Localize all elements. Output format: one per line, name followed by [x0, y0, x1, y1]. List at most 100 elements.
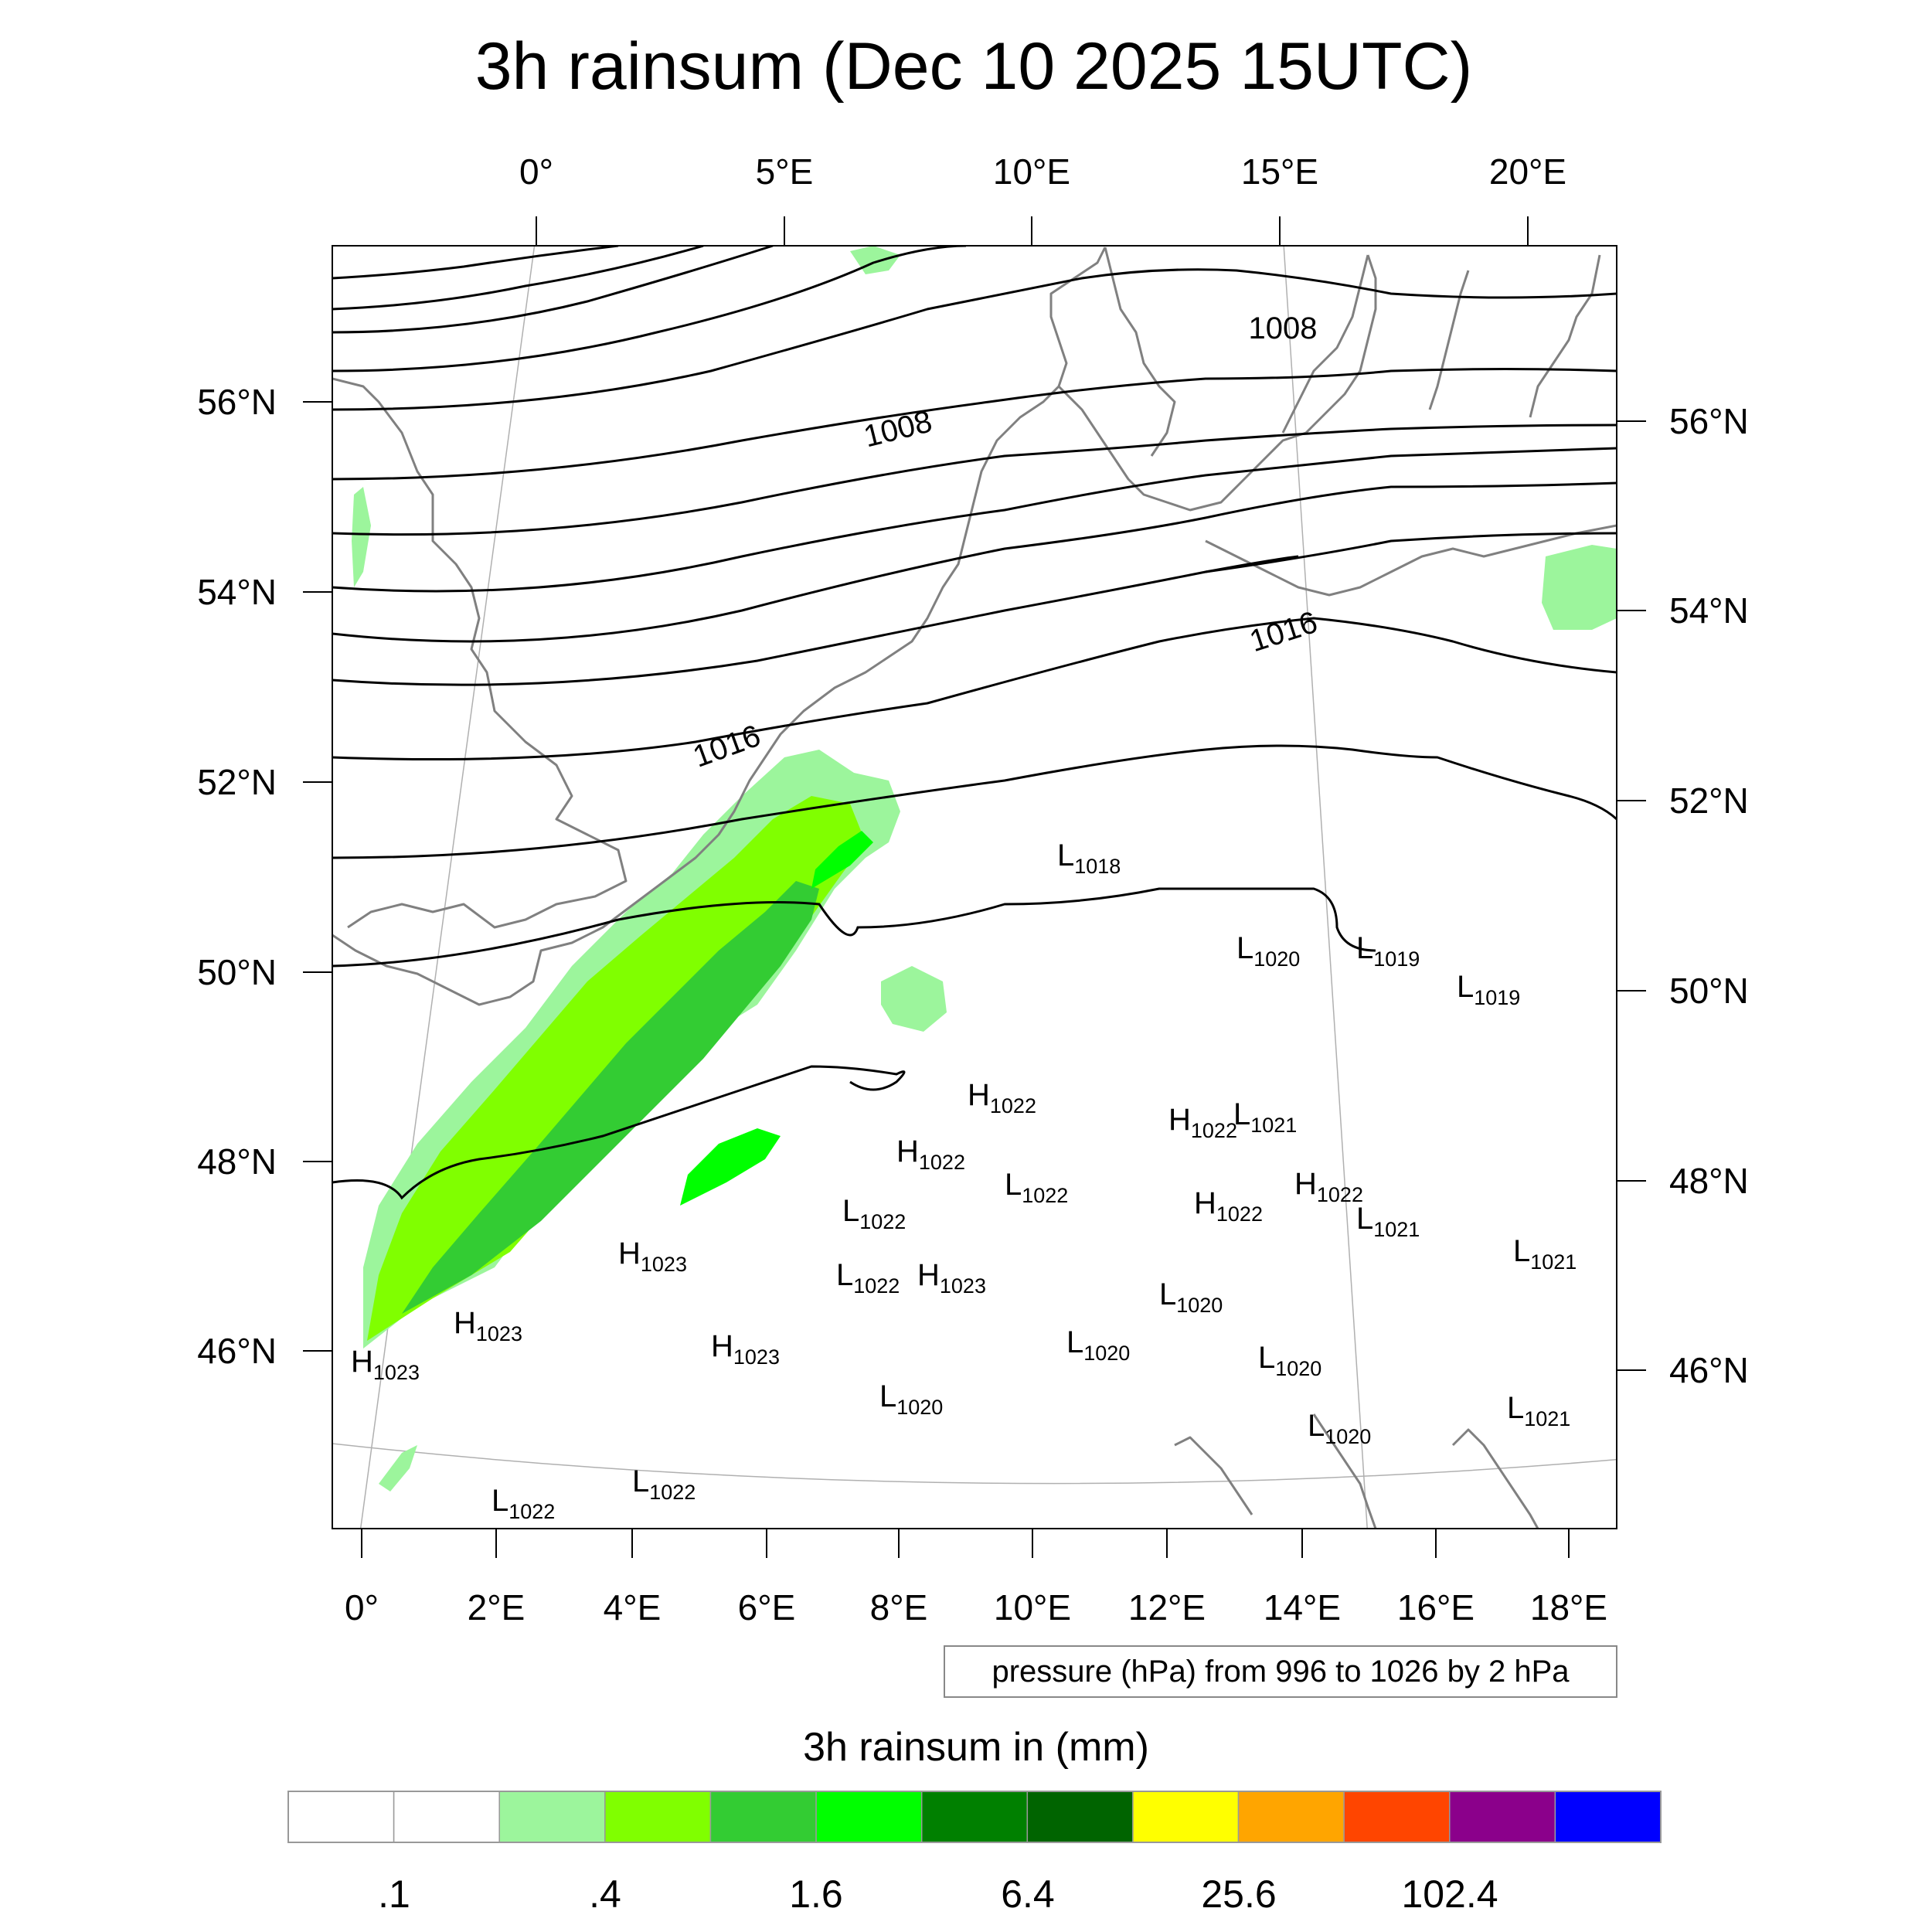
high-pressure-label: H1022	[1294, 1167, 1363, 1206]
high-pressure-label: H1023	[711, 1329, 780, 1369]
high-pressure-label: H1023	[454, 1306, 522, 1345]
pressure-center-value: 1020	[896, 1396, 943, 1419]
lat-tick-label: 48°N	[1669, 1161, 1749, 1201]
map-frame	[332, 245, 1617, 1529]
lon-tick-label: 6°E	[738, 1587, 796, 1628]
pressure-center-type: H	[1168, 1103, 1191, 1137]
colorbar-label: 1.6	[789, 1872, 843, 1916]
low-pressure-label: L1020	[1066, 1325, 1130, 1365]
low-pressure-label: L1021	[1513, 1234, 1577, 1274]
pressure-center-value: 1020	[1083, 1342, 1130, 1365]
top-longitude-labels: 0° 5°E 10°E 15°E 20°E	[519, 151, 1566, 192]
low-pressure-label: L1021	[1356, 1202, 1420, 1241]
pressure-center-type: L	[1507, 1391, 1524, 1425]
pressure-center-type: H	[1294, 1167, 1317, 1201]
low-pressure-label: L1020	[1308, 1409, 1371, 1448]
colorbar-label: .4	[589, 1872, 621, 1916]
low-pressure-label: L1020	[1236, 931, 1300, 971]
pressure-center-value: 1019	[1373, 947, 1420, 971]
lon-tick-label: 4°E	[604, 1587, 662, 1628]
pressure-center-value: 1022	[1216, 1202, 1263, 1226]
pressure-center-value: 1023	[476, 1322, 522, 1345]
lon-tick-label: 0°	[345, 1587, 379, 1628]
low-pressure-label: L1022	[836, 1258, 900, 1298]
contour-info-box: pressure (hPa) from 996 to 1026 by 2 hPa	[944, 1645, 1617, 1698]
high-pressure-label: H1022	[968, 1078, 1036, 1117]
pressure-center-value: 1023	[940, 1274, 986, 1298]
high-pressure-label: H1022	[1194, 1186, 1263, 1226]
pressure-center-type: H	[454, 1306, 476, 1340]
rain-spot-light	[881, 966, 947, 1032]
pressure-center-type: L	[1159, 1277, 1176, 1311]
pressure-center-type: L	[836, 1258, 853, 1292]
axis-ticks	[303, 216, 1646, 1558]
lon-tick-label: 14°E	[1264, 1587, 1341, 1628]
lat-tick-label: 54°N	[197, 572, 277, 612]
pressure-center-value: 1020	[1275, 1357, 1321, 1380]
colorbar-label: 102.4	[1401, 1872, 1498, 1916]
rain-band-medium	[402, 881, 819, 1314]
lat-tick-label: 52°N	[197, 762, 277, 802]
left-latitude-labels: 56°N 54°N 52°N 50°N 48°N 46°N	[197, 382, 277, 1371]
low-pressure-label: L1019	[1457, 970, 1520, 1009]
lon-tick-label: 8°E	[870, 1587, 928, 1628]
pressure-center-type: L	[1005, 1168, 1022, 1202]
pressure-center-type: L	[1066, 1325, 1083, 1359]
rain-fields	[352, 246, 1617, 1492]
low-pressure-label: L1020	[1258, 1341, 1321, 1380]
pressure-center-type: L	[492, 1484, 509, 1518]
pressure-center-value: 1018	[1074, 855, 1121, 878]
pressure-center-value: 1020	[1325, 1425, 1371, 1448]
pressure-center-type: L	[1233, 1097, 1250, 1131]
rain-spot-light	[352, 487, 371, 587]
lat-tick-label: 48°N	[197, 1141, 277, 1182]
lat-tick-label: 46°N	[197, 1331, 277, 1371]
pressure-center-value: 1021	[1250, 1114, 1297, 1137]
colorbar-label: 6.4	[1001, 1872, 1055, 1916]
pressure-center-value: 1022	[1191, 1119, 1237, 1142]
low-pressure-label: L1020	[879, 1379, 943, 1419]
pressure-center-type: L	[1457, 970, 1474, 1004]
colorbar-swatch	[1026, 1791, 1134, 1843]
low-pressure-label: L1022	[842, 1194, 906, 1233]
pressure-center-type: H	[711, 1329, 733, 1363]
rain-band-bright	[680, 831, 873, 1206]
pressure-center-type: L	[1513, 1234, 1530, 1268]
pressure-center-value: 1023	[373, 1361, 420, 1384]
colorbar-swatch	[604, 1791, 712, 1843]
colorbar-swatch	[815, 1791, 923, 1843]
colorbar-swatch	[709, 1791, 817, 1843]
pressure-center-value: 1022	[859, 1210, 906, 1233]
lon-tick-label: 5°E	[756, 151, 814, 192]
lon-tick-label: 15°E	[1241, 151, 1318, 192]
colorbar-swatch	[1237, 1791, 1345, 1843]
colorbar-label: .1	[378, 1872, 410, 1916]
pressure-center-type: H	[968, 1078, 990, 1112]
high-pressure-label: H1023	[618, 1236, 687, 1276]
pressure-center-type: L	[1236, 931, 1253, 965]
high-pressure-label: H1022	[896, 1134, 965, 1174]
isobar-labels: 1008 1008 1016 1016	[689, 311, 1321, 774]
pressure-center-value: 1021	[1373, 1218, 1420, 1241]
lat-tick-label: 50°N	[197, 952, 277, 992]
high-pressure-label: H1022	[1168, 1103, 1237, 1142]
pressure-center-type: L	[842, 1194, 859, 1228]
low-pressure-label: L1018	[1057, 838, 1121, 878]
colorbar-swatch	[1343, 1791, 1451, 1843]
pressure-center-type: H	[351, 1345, 373, 1379]
lat-tick-label: 56°N	[1669, 401, 1749, 441]
pressure-center-type: H	[917, 1258, 940, 1292]
low-pressure-label: L1019	[1356, 931, 1420, 971]
isobar-label: 1016	[689, 719, 765, 774]
colorbar-swatches	[287, 1791, 1662, 1843]
pressure-center-type: L	[1308, 1409, 1325, 1443]
pressure-center-value: 1023	[733, 1345, 780, 1369]
rain-spot-light	[1542, 545, 1617, 630]
lon-tick-label: 20°E	[1489, 151, 1566, 192]
lat-tick-label: 52°N	[1669, 781, 1749, 821]
lon-tick-label: 2°E	[468, 1587, 526, 1628]
pressure-center-value: 1022	[853, 1274, 900, 1298]
pressure-center-type: L	[632, 1464, 649, 1498]
pressure-center-type: H	[618, 1236, 641, 1270]
